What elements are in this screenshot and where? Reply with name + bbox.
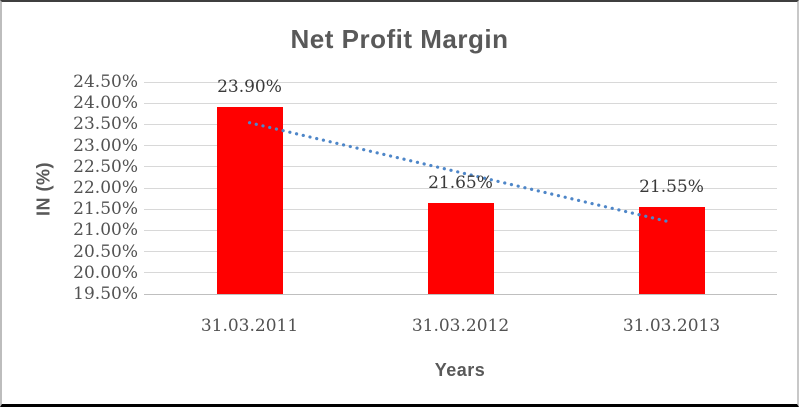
y-tick-label: 23.50% — [73, 114, 138, 135]
chart-title: Net Profit Margin — [290, 24, 509, 54]
bar-data-label: 21.65% — [428, 172, 493, 193]
y-tick-label: 20.00% — [73, 262, 138, 283]
y-tick-label: 22.00% — [73, 178, 138, 198]
y-axis-title: IN (%) — [33, 162, 54, 216]
y-tick-label: 23.00% — [73, 135, 138, 156]
y-tick-label: 20.50% — [73, 241, 138, 262]
x-tick-label: 31.03.2012 — [411, 316, 510, 336]
y-tick-label: 24.00% — [73, 93, 138, 114]
gridline — [144, 187, 777, 189]
y-tick-label: 19.50% — [73, 284, 138, 304]
y-tick-label: 24.50% — [73, 72, 138, 92]
y-tick-label: 21.50% — [73, 199, 138, 220]
bar-31.03.2013 — [638, 207, 705, 294]
bar-data-label: 23.90% — [217, 77, 282, 98]
x-tick-label: 31.03.2011 — [200, 316, 299, 336]
bar-data-label: 21.55% — [639, 177, 704, 198]
bar-31.03.2012 — [427, 202, 494, 294]
y-tick-label: 21.00% — [73, 220, 138, 241]
plot-area — [144, 81, 777, 295]
x-tick-label: 31.03.2013 — [622, 316, 721, 336]
gridline — [144, 102, 777, 104]
gridline — [144, 145, 777, 147]
x-axis-title: Years — [434, 360, 486, 380]
bar-31.03.2011 — [216, 107, 283, 294]
y-tick-label: 22.50% — [73, 156, 138, 177]
gridline — [144, 293, 777, 295]
gridline — [144, 123, 777, 125]
gridline — [144, 166, 777, 168]
gridline — [144, 81, 777, 83]
